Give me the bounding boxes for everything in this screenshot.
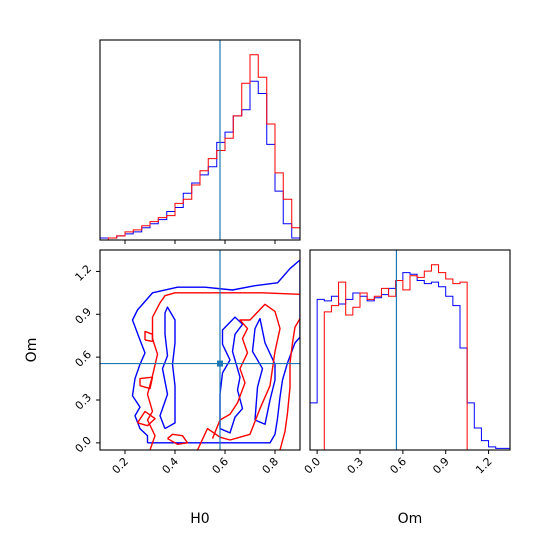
h0-histogram-panel bbox=[99, 39, 301, 244]
joint-contour-panel: 0.2 0.4 0.6 0.8 0.0 0.3 0.6 0.9 1.2 bbox=[73, 249, 301, 477]
om-histogram-panel: 0.0 0.3 0.6 0.9 1.2 bbox=[302, 249, 511, 477]
joint-x-tick-label: 0.6 bbox=[210, 455, 232, 477]
joint-x-tick-label: 0.4 bbox=[160, 455, 182, 477]
h0-hist-frame bbox=[99, 39, 301, 241]
om-hist-x-tick-label: 0.9 bbox=[430, 455, 452, 477]
x-axis-label-om: Om bbox=[398, 511, 423, 527]
blue-contour bbox=[219, 316, 244, 434]
om-hist-frame bbox=[309, 249, 511, 451]
om-hist-x-tick-label: 0.0 bbox=[302, 455, 324, 477]
joint-y-tick-label: 0.0 bbox=[73, 434, 95, 456]
joint-y-tick-label: 1.2 bbox=[73, 262, 95, 284]
om-hist-x-tick-label: 0.3 bbox=[345, 455, 367, 477]
joint-x-tick-label: 0.8 bbox=[260, 455, 282, 477]
joint-y-tick-label: 0.9 bbox=[73, 305, 95, 327]
h0-hist-blue-histogram bbox=[100, 80, 300, 240]
om-hist-x-tick-label: 0.6 bbox=[387, 455, 409, 477]
blue-contour bbox=[159, 306, 176, 430]
om-hist-blue-histogram bbox=[310, 272, 510, 450]
red-contour bbox=[279, 318, 300, 450]
joint-y-tick-label: 0.3 bbox=[73, 391, 95, 413]
joint-y-tick-label: 0.6 bbox=[73, 348, 95, 370]
red-contour bbox=[144, 330, 154, 343]
blue-contour bbox=[131, 259, 300, 444]
red-contour bbox=[139, 376, 154, 390]
blue-contour bbox=[251, 317, 276, 425]
om-hist-x-tick-label: 1.2 bbox=[473, 455, 495, 477]
h0-hist-red-histogram bbox=[100, 54, 300, 240]
red-contour bbox=[167, 433, 189, 445]
truth-marker bbox=[217, 360, 223, 367]
red-contour bbox=[136, 410, 156, 427]
om-hist-red-histogram bbox=[310, 264, 510, 450]
y-axis-label-om: Om bbox=[24, 338, 40, 363]
joint-frame bbox=[99, 249, 301, 451]
x-axis-label-h0: H0 bbox=[190, 511, 209, 527]
red-contour bbox=[196, 303, 281, 450]
joint-x-tick-label: 0.2 bbox=[110, 455, 132, 477]
